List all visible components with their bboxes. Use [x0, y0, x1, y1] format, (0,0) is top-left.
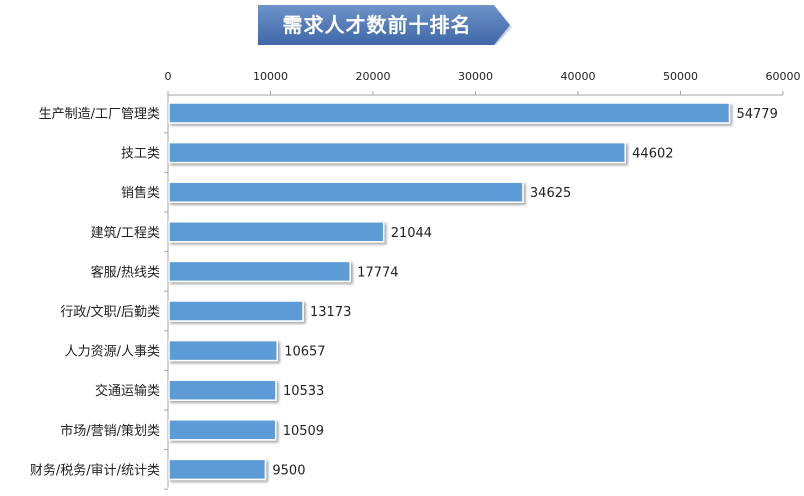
category-label: 技工类: [121, 147, 160, 162]
x-tick-label: 40000: [561, 70, 596, 83]
bar: [168, 339, 278, 362]
data-label: 10657: [284, 345, 325, 360]
category-label: 财务/税务/审计/统计类: [30, 462, 160, 478]
chart-title: 需求人才数前十排名: [282, 13, 472, 37]
x-tick-label: 0: [165, 70, 172, 83]
bar: [168, 300, 304, 322]
data-label: 34625: [530, 186, 571, 201]
data-label: 10509: [283, 424, 324, 439]
x-tick-label: 20000: [356, 70, 391, 83]
x-tick-label: 30000: [458, 70, 493, 83]
data-label: 13173: [310, 305, 351, 320]
bar: [168, 102, 731, 124]
category-label: 客服/热线类: [91, 264, 160, 280]
title-banner: 需求人才数前十排名: [258, 5, 514, 45]
bar: [168, 379, 277, 401]
bar: [168, 458, 267, 481]
category-label: 交通运输类: [95, 383, 160, 399]
data-label: 54779: [736, 107, 777, 122]
bar: [168, 260, 351, 283]
title-banner-shape: [258, 5, 512, 45]
data-label: 21044: [391, 226, 432, 241]
data-label: 10533: [283, 384, 324, 399]
category-label: 生产制造/工厂管理类: [39, 107, 160, 122]
category-label: 行政/文职/后勤类: [60, 305, 160, 320]
data-label: 9500: [272, 463, 305, 478]
category-label: 市场/营销/策划类: [60, 423, 160, 439]
category-label: 销售类: [121, 185, 160, 201]
x-tick-label: 60000: [766, 70, 801, 83]
bar: [168, 419, 277, 441]
category-label: 建筑/工程类: [91, 225, 160, 241]
data-label: 17774: [357, 265, 398, 280]
data-label: 44602: [632, 147, 673, 162]
x-tick-label: 50000: [663, 70, 698, 83]
bar: [168, 141, 626, 164]
category-label: 人力资源/人事类: [65, 345, 160, 360]
x-tick-label: 10000: [253, 70, 288, 83]
bar: [168, 221, 385, 243]
bar: [168, 181, 524, 203]
